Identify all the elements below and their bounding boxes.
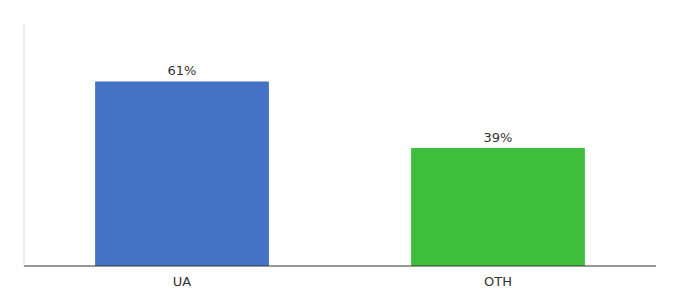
data-label: 61%: [168, 63, 197, 78]
chart: 61% UA 39% OTH: [0, 0, 680, 300]
data-label: 39%: [484, 130, 513, 145]
x-axis-line: [24, 266, 656, 267]
bar: [411, 148, 585, 266]
x-tick-label: UA: [173, 274, 192, 289]
bar: [95, 81, 269, 266]
chart-container: 61% UA 39% OTH: [0, 0, 680, 300]
bars: [95, 81, 585, 266]
x-tick-label: OTH: [484, 274, 512, 289]
y-axis-line: [24, 24, 25, 266]
